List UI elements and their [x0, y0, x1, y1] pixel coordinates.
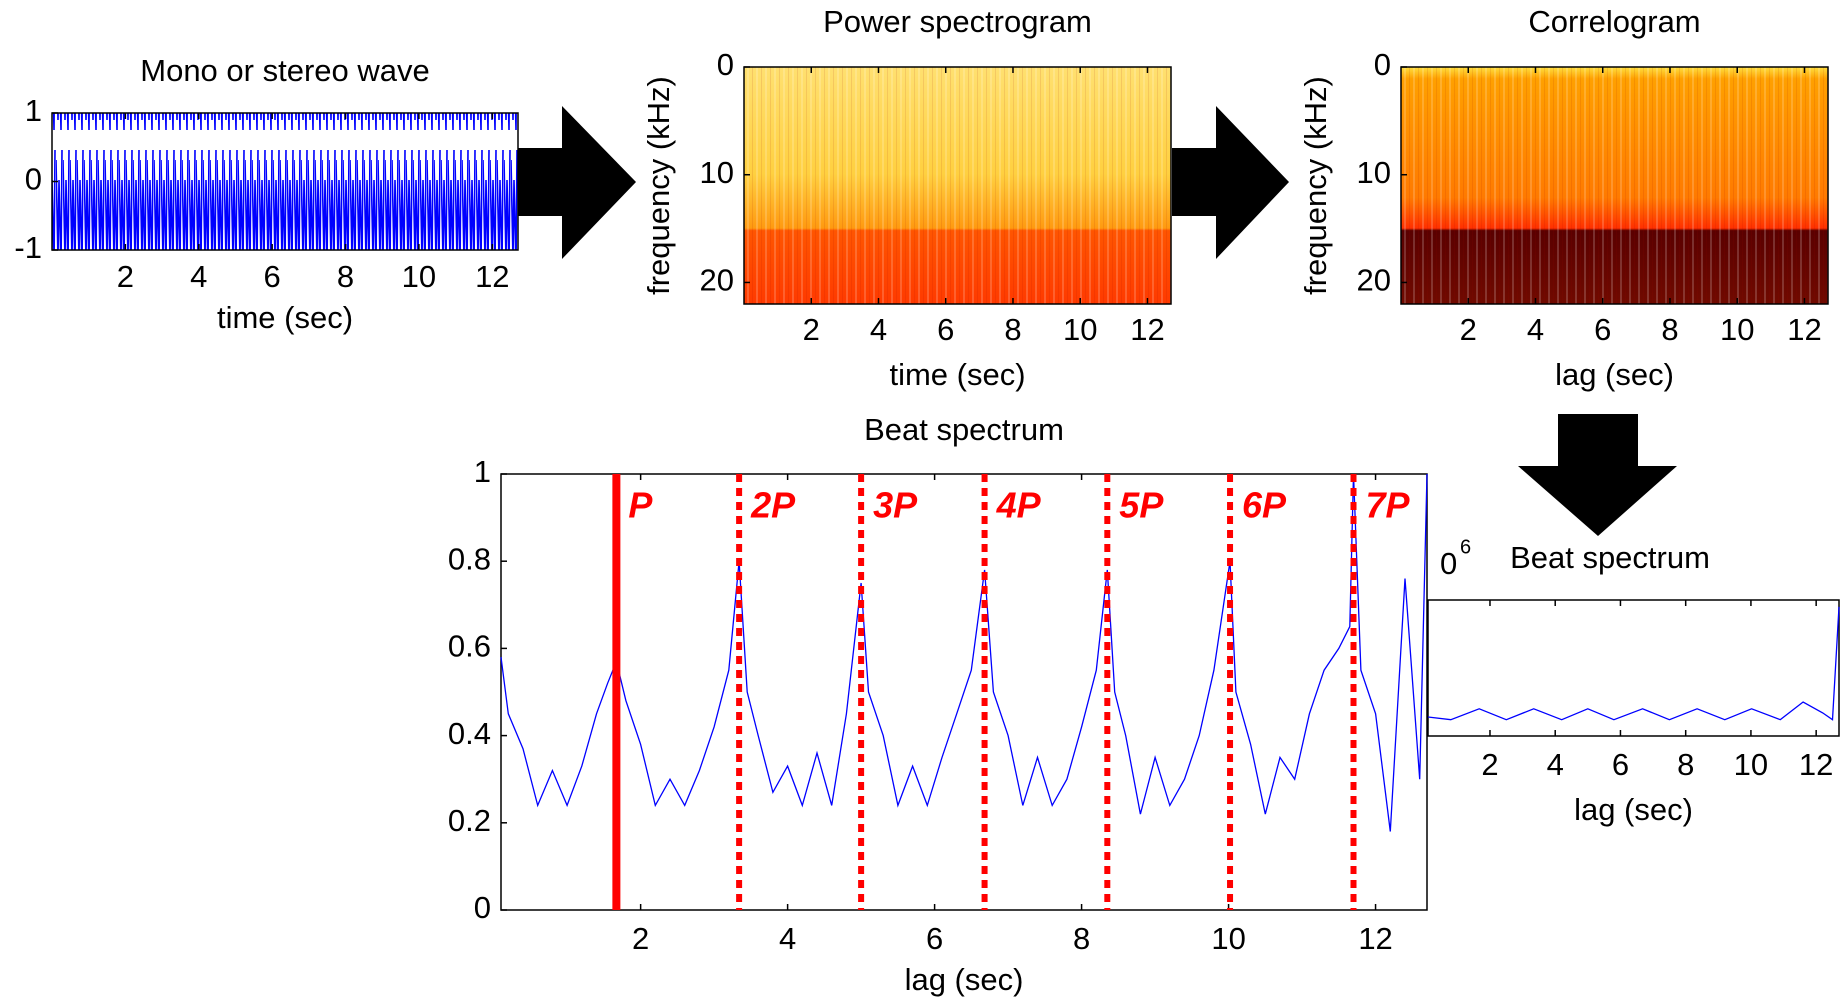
- subplot: 2 4 6 8 10 12 0 10 20 Power spectrogram time (sec)…: [641, 4, 1172, 392]
- x-tick-label: 6: [937, 312, 954, 347]
- x-tick-label: 10: [402, 259, 436, 294]
- y-tick-label: -1: [14, 230, 42, 265]
- x-tick-label: 12: [1799, 747, 1833, 782]
- period-label: 5P: [1119, 485, 1164, 526]
- period-label: 7P: [1366, 485, 1411, 526]
- beat-line: [1427, 606, 1840, 721]
- x-tick-label: 6: [264, 259, 281, 294]
- x-tick-label: 6: [926, 921, 943, 956]
- y-tick-label: 0.2: [448, 803, 491, 838]
- period-label: 6P: [1242, 485, 1287, 526]
- heatmap-texture: [744, 67, 1171, 304]
- period-label: 3P: [873, 485, 918, 526]
- y-tick-label: 10: [700, 155, 734, 190]
- y-tick-label: 0: [717, 47, 734, 82]
- beat-line: [500, 473, 1428, 832]
- x-tick-label: 4: [779, 921, 796, 956]
- chart-title: Beat spectrum: [1510, 540, 1710, 575]
- x-tick-label: 10: [1063, 312, 1097, 347]
- chart-title: Power spectrogram: [823, 4, 1092, 39]
- x-tick-label: 12: [1130, 312, 1164, 347]
- period-label: 4P: [996, 485, 1042, 526]
- arrow: [1172, 106, 1289, 259]
- subplot: 2 4 6 8 10 12 0 10 20 Correlogram lag (sec) frequen…: [1298, 4, 1829, 392]
- x-tick-label: 12: [1787, 312, 1821, 347]
- y-tick-label: 0: [1374, 47, 1391, 82]
- y-tick-label: 20: [700, 263, 734, 298]
- x-tick-label: 12: [1358, 921, 1392, 956]
- arrow: [518, 106, 636, 259]
- x-axis-label: time (sec): [217, 300, 353, 335]
- x-tick-label: 2: [1481, 747, 1498, 782]
- y-tick-label: 0: [474, 890, 491, 925]
- x-axis-label: time (sec): [889, 357, 1025, 392]
- y-exponent-base: 0: [1440, 546, 1457, 581]
- subplot: 2 4 6 8 10 12 -1 0 1 Mono or stereo wave time (sec…: [14, 53, 519, 335]
- chart-title: Mono or stereo wave: [140, 53, 429, 88]
- y-tick-label: 0.6: [448, 629, 491, 664]
- y-axis-label: frequency (kHz): [1298, 76, 1333, 295]
- x-tick-label: 12: [475, 259, 509, 294]
- x-tick-label: 4: [1547, 747, 1564, 782]
- x-tick-label: 10: [1211, 921, 1245, 956]
- heatmap-texture: [1401, 67, 1828, 304]
- y-tick-label: 0.8: [448, 541, 491, 576]
- arrow: [1518, 414, 1677, 536]
- x-axis-label: lag (sec): [1555, 357, 1674, 392]
- waveform: [51, 112, 519, 251]
- x-tick-label: 2: [803, 312, 820, 347]
- x-tick-label: 8: [1677, 747, 1694, 782]
- x-tick-label: 6: [1594, 312, 1611, 347]
- x-tick-label: 2: [117, 259, 134, 294]
- axes-frame: [1427, 599, 1840, 737]
- y-tick-label: 20: [1357, 263, 1391, 298]
- y-tick-label: 0.4: [448, 716, 491, 751]
- x-tick-label: 8: [337, 259, 354, 294]
- x-tick-label: 6: [1612, 747, 1629, 782]
- x-tick-label: 10: [1720, 312, 1754, 347]
- x-tick-label: 4: [870, 312, 887, 347]
- x-tick-label: 8: [1073, 921, 1090, 956]
- y-axis-label: frequency (kHz): [641, 76, 676, 295]
- x-tick-label: 4: [1527, 312, 1544, 347]
- chart-title: Correlogram: [1528, 4, 1700, 39]
- x-tick-label: 2: [1460, 312, 1477, 347]
- y-tick-label: 10: [1357, 155, 1391, 190]
- axes-frame: [743, 66, 1172, 305]
- y-tick-label: 1: [25, 93, 42, 128]
- x-tick-label: 8: [1661, 312, 1678, 347]
- period-label: 2P: [750, 485, 796, 526]
- y-exponent: 6: [1460, 536, 1471, 558]
- x-tick-label: 4: [190, 259, 207, 294]
- x-tick-label: 8: [1004, 312, 1021, 347]
- arrows: [518, 106, 1677, 536]
- x-tick-label: 2: [632, 921, 649, 956]
- y-tick-label: 1: [474, 454, 491, 489]
- period-label: P: [628, 485, 653, 526]
- x-axis-label: lag (sec): [1574, 792, 1693, 827]
- x-tick-label: 10: [1734, 747, 1768, 782]
- y-tick-label: 0: [25, 162, 42, 197]
- chart-title: Beat spectrum: [864, 412, 1064, 447]
- x-axis-label: lag (sec): [905, 962, 1024, 997]
- axes-frame: [1400, 66, 1829, 305]
- subplot: 2 4 6 8 10 12 0 0.2 0.4 0.6 0.8 1 Beat spectrum lag (…: [448, 412, 1428, 997]
- axes-frame: [500, 473, 1428, 911]
